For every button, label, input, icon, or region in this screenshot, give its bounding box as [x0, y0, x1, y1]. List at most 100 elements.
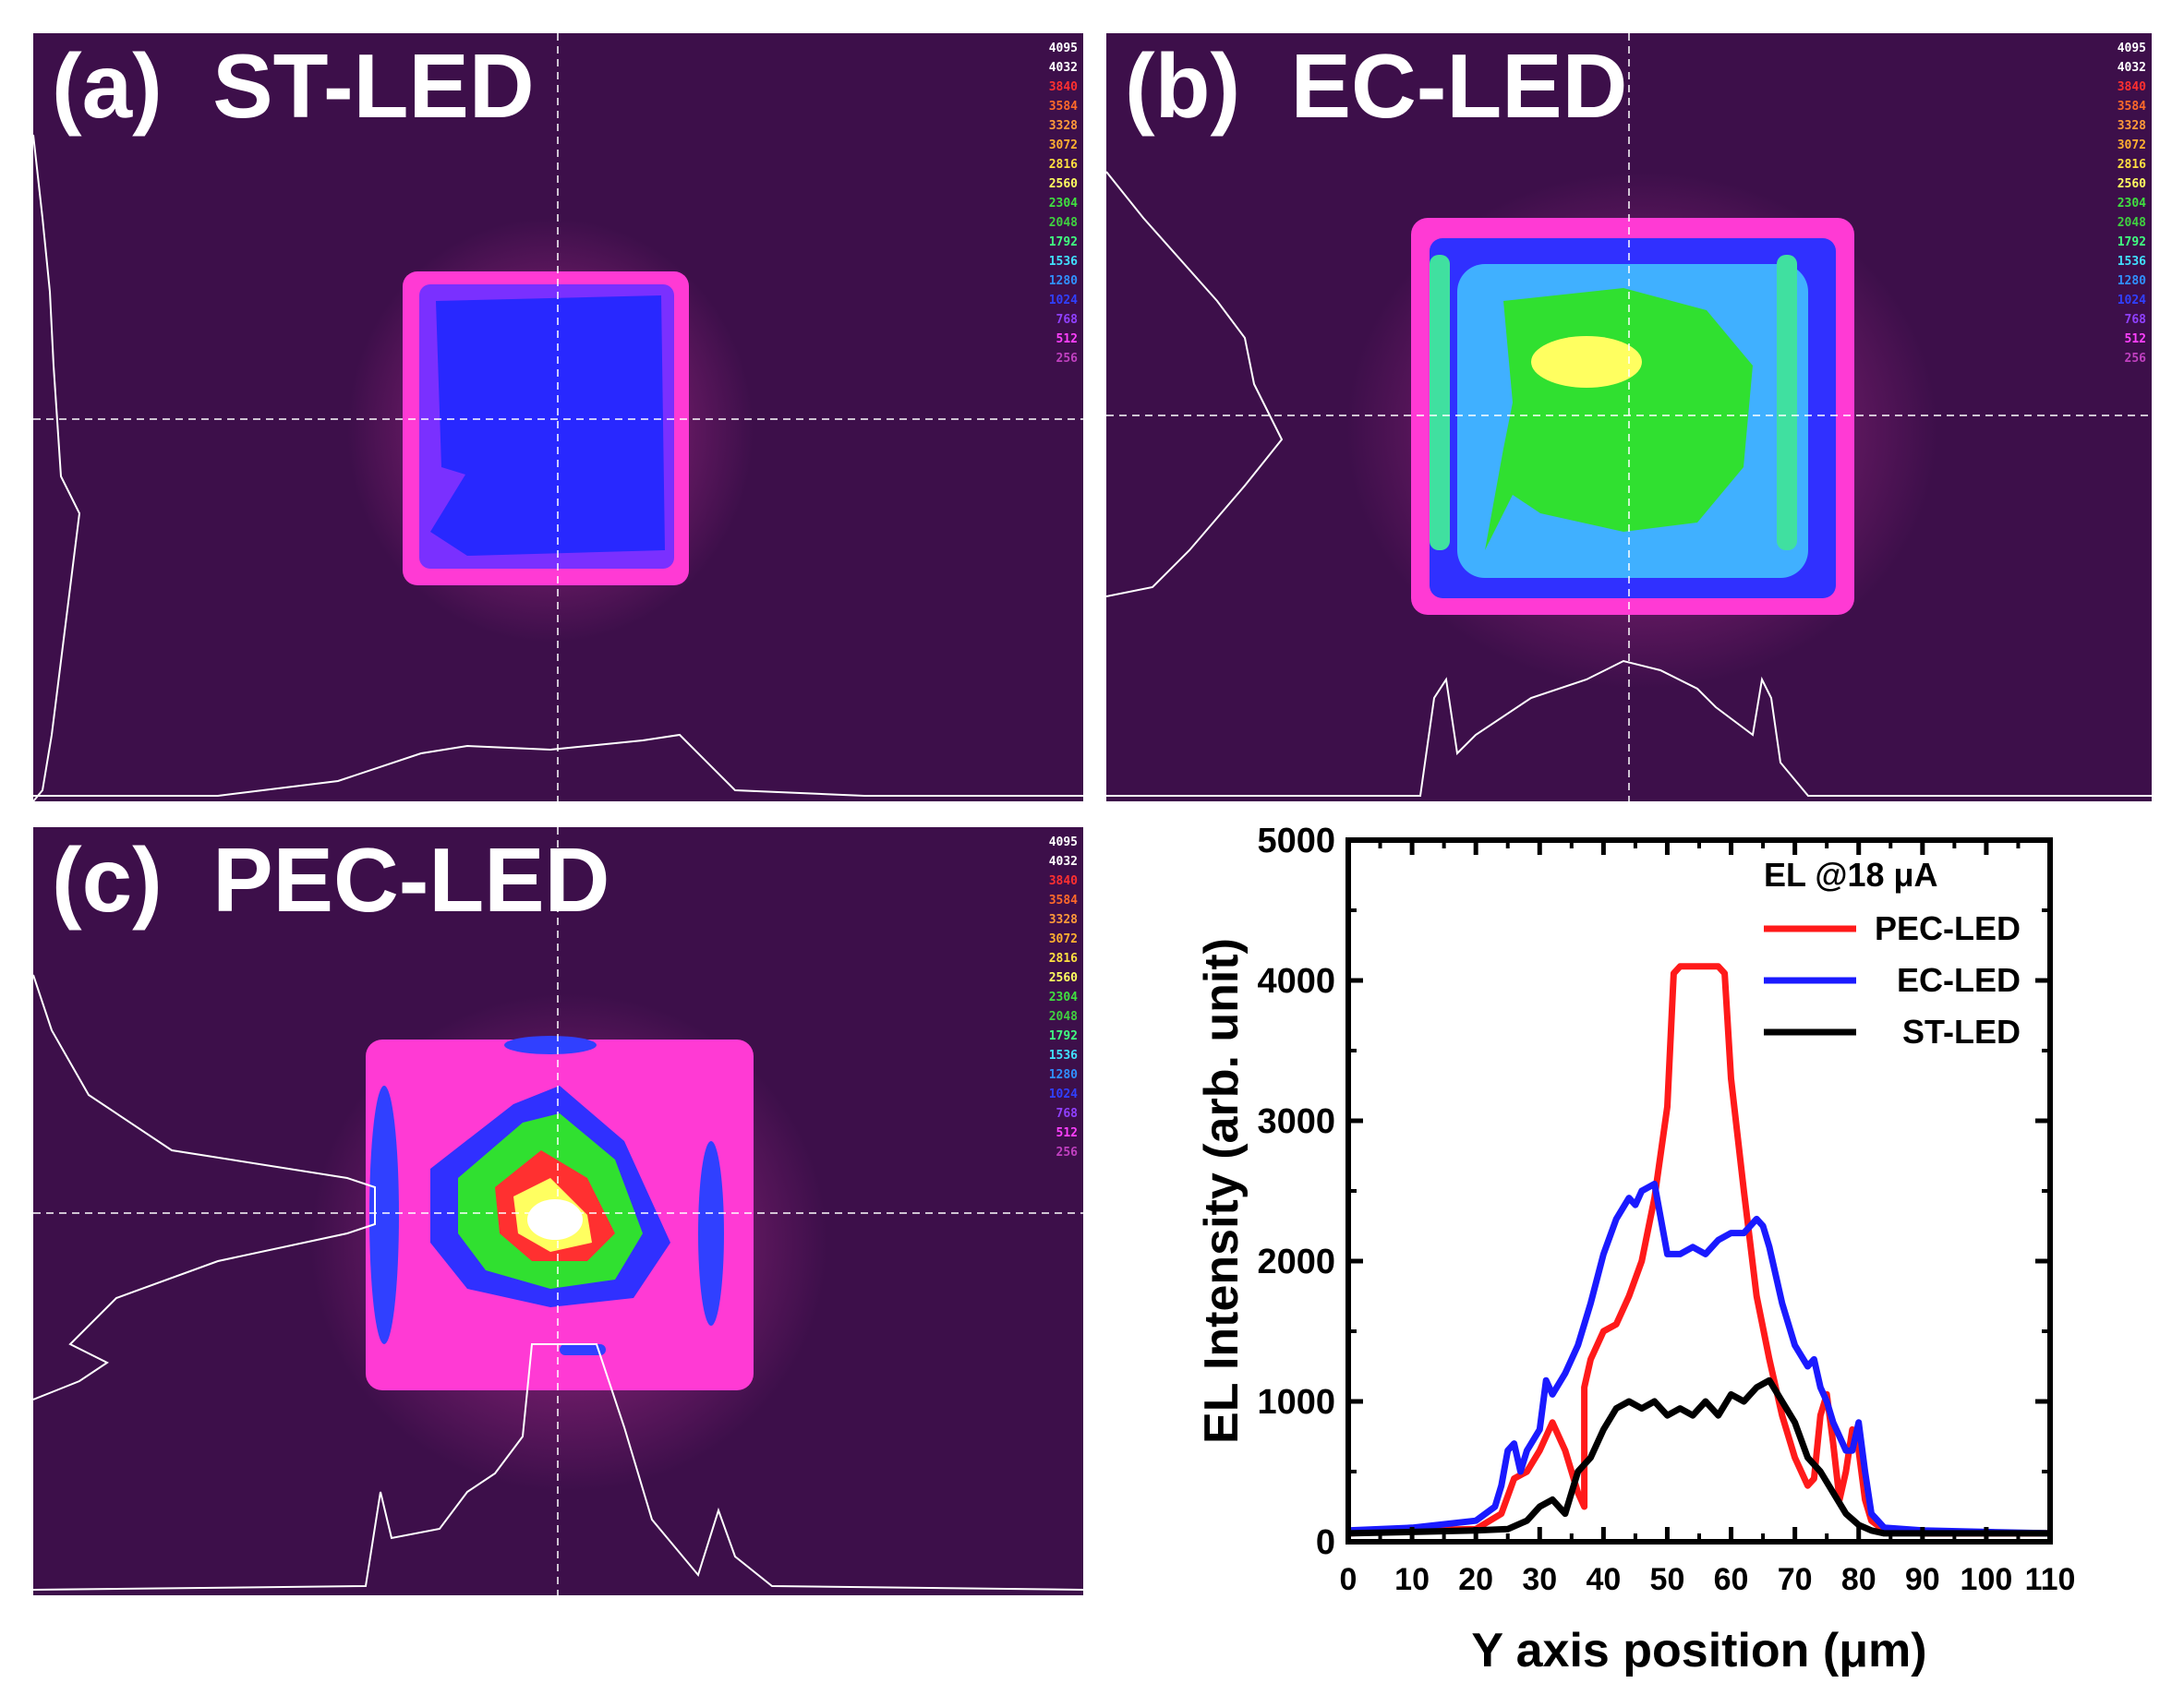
- horizontal-profile: [33, 733, 1083, 797]
- legend-label: PEC-LED: [1875, 909, 2021, 947]
- x-tick-label: 0: [1340, 1562, 1357, 1597]
- scale-value: 1792: [1048, 235, 1078, 249]
- scale-value: 3840: [2117, 80, 2146, 94]
- scale-value: 4032: [1048, 855, 1078, 869]
- y-tick-label: 4000: [1257, 962, 1335, 1001]
- scale-value: 4095: [1048, 42, 1078, 55]
- scale-value: 2560: [1048, 177, 1078, 191]
- emission-saturated: [527, 1199, 583, 1240]
- panel-b-title: (b) EC-LED: [1125, 35, 1628, 137]
- scale-value: 2048: [1048, 1010, 1078, 1024]
- scale-value: 4095: [1048, 835, 1078, 849]
- y-tick-label: 1000: [1257, 1383, 1335, 1422]
- scale-value: 2304: [1048, 197, 1078, 210]
- legend-label: ST-LED: [1902, 1013, 2021, 1051]
- bottom-spot: [560, 1344, 606, 1355]
- scale-value: 1280: [1048, 274, 1078, 288]
- x-tick-label: 50: [1650, 1562, 1685, 1597]
- emission-peak: [1531, 336, 1642, 388]
- panel-c-image: [33, 827, 1083, 1595]
- panel-c-title: (c) PEC-LED: [52, 829, 610, 931]
- color-scale-c: 4095 4032 3840 3584 3328 3072 2816 2560 2304 2048…: [1033, 833, 1078, 1162]
- scale-value: 3072: [1048, 932, 1078, 946]
- panel-c-pec-led: (c) PEC-LED 4095 4032 3840 3584 3328 3072 2816…: [33, 827, 1083, 1595]
- scale-value: 2816: [1048, 952, 1078, 966]
- edge-top: [504, 1036, 597, 1054]
- scale-value: 768: [1056, 313, 1078, 327]
- horizontal-profile: [1106, 659, 2152, 797]
- scale-value: 2048: [1048, 216, 1078, 230]
- y-axis-label: EL Intensity (arb. unit): [1195, 938, 1249, 1444]
- emission-core: [430, 295, 665, 556]
- scale-value: 3072: [1048, 138, 1078, 152]
- y-tick-label: 5000: [1257, 822, 1335, 860]
- scale-value: 1792: [1048, 1029, 1078, 1043]
- x-tick-label: 70: [1778, 1562, 1813, 1597]
- y-tick-label: 0: [1316, 1523, 1335, 1562]
- scale-value: 1024: [1048, 1088, 1078, 1101]
- scale-value: 1024: [2117, 294, 2146, 307]
- scale-value: 2048: [2117, 216, 2146, 230]
- scale-value: 3840: [1048, 874, 1078, 888]
- scale-value: 1280: [1048, 1068, 1078, 1082]
- x-tick-label: 40: [1586, 1562, 1621, 1597]
- scale-value: 3328: [2117, 119, 2146, 133]
- vertical-profile: [33, 134, 81, 801]
- scale-value: 2816: [2117, 158, 2146, 172]
- panel-a-st-led: (a) ST-LED 4095 4032 3840 3584 3328 3072 2816 2…: [33, 33, 1083, 801]
- color-scale-a: 4095 4032 3840 3584 3328 3072 2816 2560 2304 2048…: [1033, 39, 1078, 368]
- x-axis-label: Y axis position (μm): [1471, 1624, 1926, 1677]
- scale-value: 2304: [1048, 991, 1078, 1004]
- scale-value: 1280: [2117, 274, 2146, 288]
- scale-value: 3840: [1048, 80, 1078, 94]
- edge-right: [1777, 255, 1797, 550]
- y-tick-label: 3000: [1257, 1102, 1335, 1141]
- panel-a-title: (a) ST-LED: [52, 35, 535, 137]
- x-tick-label: 30: [1522, 1562, 1557, 1597]
- horizontal-profile: [33, 1343, 1083, 1591]
- y-tick-label: 2000: [1257, 1243, 1335, 1281]
- series-line-st-led: [1347, 1376, 2050, 1537]
- line-chart: 0 1000 2000 3000 4000 5000 0 10 20 30 40 50 60 70 80 90…: [1195, 822, 2075, 1677]
- vertical-profile: [1106, 171, 1284, 597]
- x-tick-label: 80: [1841, 1562, 1876, 1597]
- scale-value: 256: [1056, 1146, 1078, 1160]
- x-tick-label: 100: [1961, 1562, 2013, 1597]
- x-tick-label: 10: [1394, 1562, 1430, 1597]
- scale-value: 1792: [2117, 235, 2146, 249]
- scale-value: 3328: [1048, 119, 1078, 133]
- scale-value: 1536: [1048, 1049, 1078, 1063]
- scale-value: 4032: [1048, 61, 1078, 75]
- edge-left: [1430, 255, 1450, 550]
- scale-value: 512: [1056, 332, 1078, 346]
- scale-value: 4095: [2117, 42, 2146, 55]
- scale-value: 768: [2124, 313, 2146, 327]
- scale-value: 4032: [2117, 61, 2146, 75]
- panel-b-image: [1106, 33, 2152, 801]
- scale-value: 2560: [1048, 971, 1078, 985]
- edge-right: [698, 1141, 724, 1326]
- scale-value: 512: [1056, 1126, 1078, 1140]
- scale-value: 512: [2124, 332, 2146, 346]
- edge-left: [369, 1086, 399, 1344]
- scale-value: 1536: [2117, 255, 2146, 269]
- scale-value: 1024: [1048, 294, 1078, 307]
- scale-value: 256: [1056, 352, 1078, 366]
- x-tick-label: 90: [1905, 1562, 1940, 1597]
- scale-value: 3584: [2117, 100, 2146, 114]
- color-scale-b: 4095 4032 3840 3584 3328 3072 2816 2560 2304 2048…: [2102, 39, 2146, 368]
- panel-b-ec-led: (b) EC-LED 4095 4032 3840 3584 3328 3072 2816 2…: [1106, 33, 2152, 801]
- legend-title: EL @18 μA: [1764, 856, 1938, 894]
- scale-value: 3584: [1048, 894, 1078, 908]
- scale-value: 3584: [1048, 100, 1078, 114]
- scale-value: 3328: [1048, 913, 1078, 927]
- scale-value: 1536: [1048, 255, 1078, 269]
- x-tick-label: 60: [1714, 1562, 1749, 1597]
- scale-value: 2816: [1048, 158, 1078, 172]
- vertical-profile: [33, 974, 376, 1400]
- scale-value: 3072: [2117, 138, 2146, 152]
- series-line-pec-led: [1347, 963, 2050, 1537]
- x-tick-label: 20: [1458, 1562, 1493, 1597]
- scale-value: 768: [1056, 1107, 1078, 1121]
- scale-value: 256: [2124, 352, 2146, 366]
